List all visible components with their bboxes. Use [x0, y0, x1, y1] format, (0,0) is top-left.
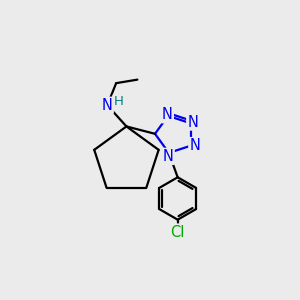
- Text: N: N: [102, 98, 113, 113]
- Text: N: N: [162, 107, 173, 122]
- Text: N: N: [187, 115, 198, 130]
- Text: N: N: [189, 138, 200, 153]
- Text: N: N: [163, 149, 174, 164]
- Text: H: H: [114, 95, 123, 108]
- Text: Cl: Cl: [170, 225, 185, 240]
